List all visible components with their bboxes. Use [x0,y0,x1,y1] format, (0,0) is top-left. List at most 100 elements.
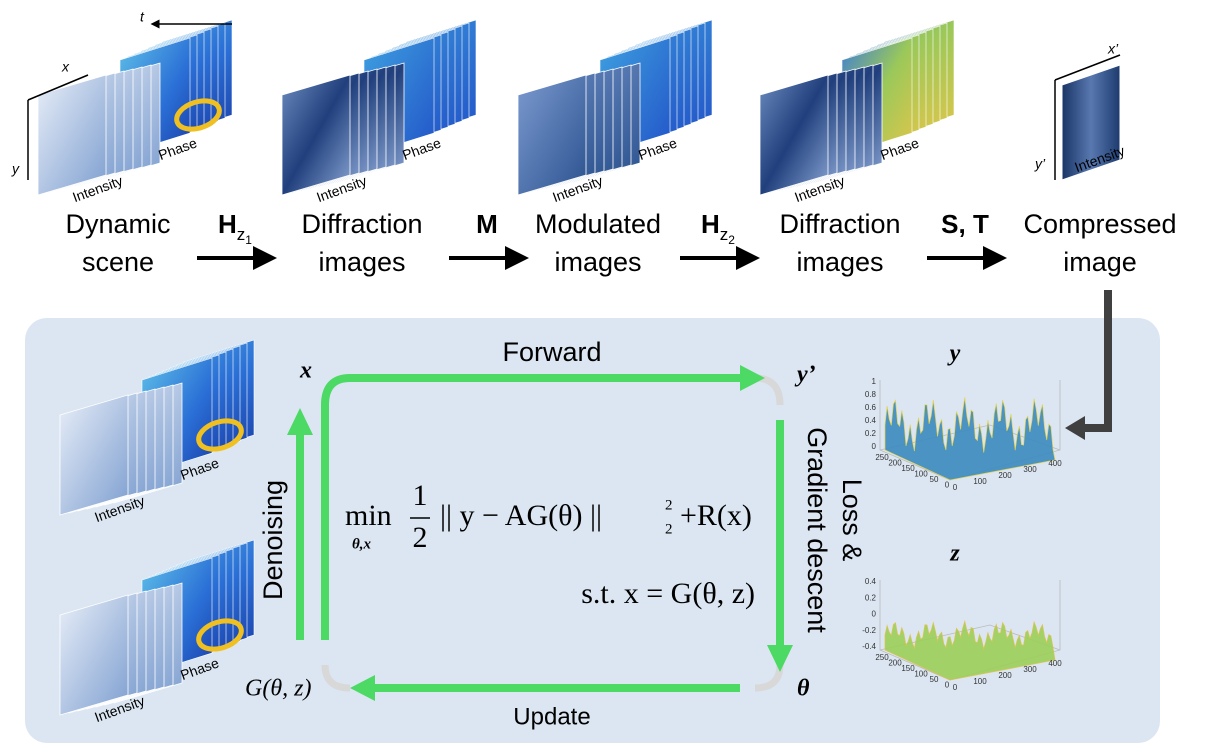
text-part: M [476,209,498,239]
stage-label: Diffraction [779,209,900,239]
tick-label: 200 [998,671,1012,680]
tick-label: 250 [875,653,889,662]
node: x [299,358,312,384]
tick-label: 100 [973,477,987,486]
tick-label: 200 [888,659,902,668]
plot-surface [884,397,1056,481]
intensity-frame [759,74,829,196]
node: θ [797,676,810,702]
formula: 1 [413,479,428,512]
compressed-frame [1061,64,1121,181]
feedback-arrow [1080,290,1112,432]
tick-label: 200 [888,459,902,468]
formula: min [345,499,392,532]
stage-label: scene [82,247,154,277]
intensity-frame [37,74,107,196]
loop-label: Loss & [837,479,867,562]
tick-label: 0 [872,610,877,619]
formula: θ,x [352,536,372,552]
stage-label: Compressed [1023,209,1176,239]
tick-label: 0 [872,442,877,451]
tick-label: 0 [953,483,958,492]
formula: +R(x) [680,499,752,532]
tick-label: 100 [914,470,928,479]
stage-label: Dynamic [65,209,170,239]
intensity-frame [517,74,587,196]
tick-label: 300 [1023,665,1037,674]
loop-label: Denoising [258,480,288,600]
arrow-head [1065,416,1085,440]
loop-arrow [321,374,745,640]
text-part: H [701,209,720,239]
plot-surface [884,619,1056,681]
tick-label: 100 [914,670,928,679]
axis-label: y [11,161,20,177]
operator: S, T [941,209,989,239]
tick-label: 0.2 [865,429,877,438]
arrow-head [287,408,313,435]
axis [27,74,89,101]
axis-label: y’ [1034,156,1046,172]
operator: M [476,209,498,239]
formula: 2 [665,521,673,537]
panel [25,318,1160,743]
axis-label: x’ [1107,41,1119,57]
tick-label: 150 [901,464,915,473]
loop-label: Update [513,703,590,730]
text-part: 1 [245,233,252,247]
stage-label: images [796,247,883,277]
text-part: z [720,225,729,244]
formula: s.t. x = G(θ, z) [581,577,755,610]
tick-label: 1 [872,377,877,386]
axis-label: x [61,59,70,75]
formula: 2 [665,497,673,513]
loop-label: Gradient descent [802,427,832,633]
tick-label: 0.2 [865,593,877,602]
stage-label: Diffraction [301,209,422,239]
tick-label: 0 [953,683,958,692]
intensity-frame [59,594,129,716]
intensity-frame [59,394,129,516]
formula: || y − AG(θ) || [440,499,602,532]
arrow-head [740,365,765,391]
text-part: S, T [941,209,989,239]
node: y’ [794,362,816,388]
stage-label: images [554,247,641,277]
formula: 2 [413,521,428,554]
operator: Hz2 [701,209,735,247]
intensity-frame [281,74,351,196]
tick-label: 100 [973,677,987,686]
text-part: 2 [728,233,735,247]
tick-label: 50 [930,675,939,684]
axis [1054,54,1121,81]
tick-label: 300 [1023,465,1037,474]
text-part: z [237,225,246,244]
tick-label: 0.6 [865,403,877,412]
stage-label: images [318,247,405,277]
plot-title: z [949,541,960,567]
operator: Hz1 [218,209,252,247]
text-part: H [218,209,237,239]
tick-label: 250 [875,453,889,462]
tick-label: 0.4 [865,416,877,425]
arrow-head [350,675,375,701]
tick-label: -0.4 [862,642,876,651]
tick-label: 400 [1048,459,1062,468]
tick-label: -0.2 [862,626,876,635]
loop-label: Forward [502,337,601,367]
axis-label: t [140,9,145,25]
tick-label: 150 [901,664,915,673]
phase-feature [174,98,222,132]
stage-label: Modulated [535,209,661,239]
phase-feature [196,418,244,452]
tick-label: 50 [930,475,939,484]
arrow-head [767,645,793,672]
phase-feature [196,618,244,652]
